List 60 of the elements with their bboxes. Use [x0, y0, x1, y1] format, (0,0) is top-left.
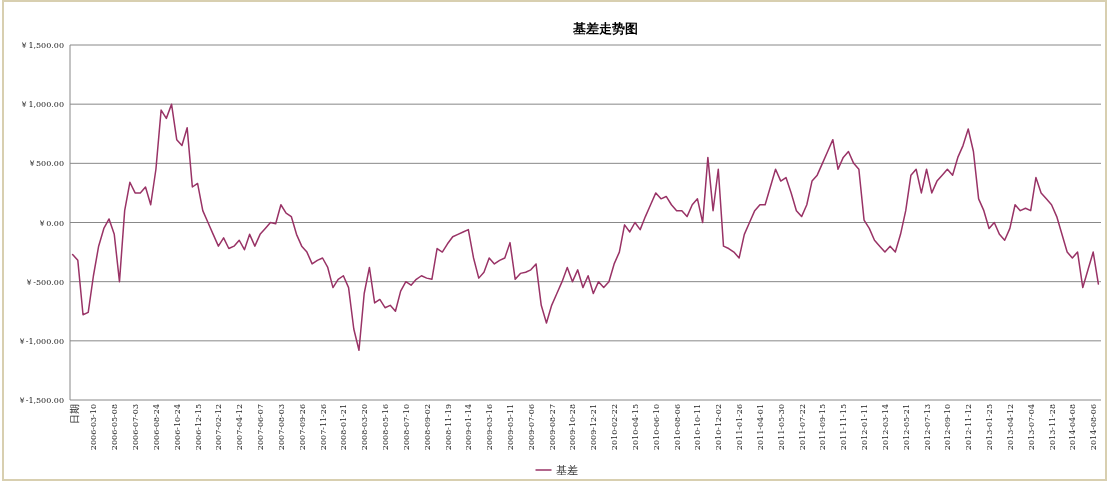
- x-tick-label: 2006-08-24: [151, 404, 161, 451]
- y-tick-label: ￥-500.00: [25, 277, 64, 287]
- x-tick-label: 2009-01-14: [464, 404, 474, 451]
- x-tick-label: 2014-08-06: [1089, 404, 1099, 451]
- x-tick-label: 2007-09-26: [297, 404, 307, 451]
- x-tick-label: 2007-08-03: [276, 404, 286, 451]
- x-tick-label: 2011-05-30: [776, 404, 786, 451]
- x-tick-label: 日期: [68, 404, 80, 424]
- x-tick-label: 2008-07-10: [401, 404, 411, 451]
- y-tick-label: ￥-1,500.00: [17, 396, 64, 405]
- x-tick-label: 2008-03-20: [360, 404, 370, 451]
- x-tick-label: 2012-07-13: [922, 404, 932, 451]
- x-tick-label: 2009-07-06: [526, 404, 536, 451]
- x-tick-label: 2012-03-14: [880, 404, 890, 451]
- x-tick-label: 2014-04-08: [1068, 404, 1078, 451]
- legend-label: 基差: [555, 464, 578, 477]
- x-tick-label: 2007-02-12: [214, 404, 224, 451]
- x-tick-label: 2013-11-28: [1047, 404, 1057, 451]
- x-tick-label: 2010-12-02: [714, 404, 724, 451]
- x-tick-label: 2011-01-26: [735, 404, 745, 451]
- line-series: [71, 103, 1100, 352]
- x-tick-label: 2009-05-11: [506, 404, 515, 451]
- x-tick-label: 2012-11-12: [964, 404, 974, 451]
- x-tick-label: 2009-10-28: [568, 404, 578, 451]
- x-tick-label: 2009-12-21: [589, 404, 599, 451]
- x-tick-label: 2012-09-10: [943, 404, 953, 451]
- x-tick-label: 2013-04-12: [1005, 404, 1015, 451]
- x-tick-label: 2011-07-22: [797, 404, 807, 451]
- x-tick-label: 2008-05-16: [381, 404, 391, 451]
- x-tick-label: 2012-01-11: [860, 404, 870, 451]
- x-tick-label: 2010-02-22: [610, 404, 620, 451]
- x-tick-label: 2006-07-03: [131, 404, 141, 451]
- x-tick-label: 2013-07-04: [1026, 404, 1036, 451]
- x-tick-label: 2008-09-02: [422, 404, 432, 451]
- x-tick-label: 2009-03-16: [485, 404, 495, 451]
- x-tick-label: 2010-10-11: [693, 404, 703, 451]
- x-tick-label: 2007-11-26: [318, 404, 328, 451]
- y-tick-label: ￥0.00: [38, 218, 64, 228]
- x-tick-label: 2007-06-07: [256, 404, 266, 451]
- x-tick-label: 2012-05-21: [901, 404, 911, 451]
- x-tick-label: 2010-06-10: [651, 404, 661, 451]
- y-tick-label: ￥1,500.00: [20, 41, 64, 50]
- x-tick-label: 2010-08-06: [672, 404, 682, 451]
- x-tick-label: 2006-12-15: [193, 404, 203, 451]
- y-tick-label: ￥500.00: [28, 159, 64, 169]
- x-tick-label: 2006-10-24: [172, 404, 182, 451]
- x-tick-label: 2006-03-10: [89, 404, 99, 451]
- x-tick-label: 2011-11-15: [839, 404, 849, 451]
- x-tick-label: 2008-01-21: [339, 404, 349, 451]
- x-tick-label: 2013-01-25: [985, 404, 995, 451]
- chart-title: 基差走势图: [572, 21, 638, 36]
- x-tick-label: 2009-08-27: [547, 404, 557, 451]
- x-tick-label: 2011-04-01: [755, 404, 765, 451]
- x-tick-label: 2008-11-19: [443, 404, 453, 451]
- x-tick-label: 2006-05-08: [110, 404, 120, 451]
- y-tick-label: ￥1,000.00: [20, 100, 64, 110]
- x-tick-label: 2010-04-15: [630, 404, 640, 451]
- y-tick-label: ￥-1,000.00: [17, 336, 64, 346]
- x-tick-label: 2011-09-15: [818, 404, 828, 451]
- x-tick-label: 2007-04-12: [235, 404, 245, 451]
